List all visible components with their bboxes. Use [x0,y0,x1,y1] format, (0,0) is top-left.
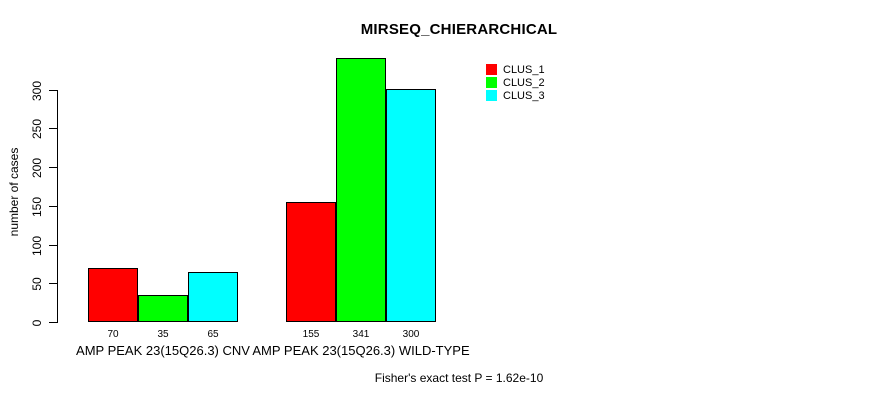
y-tick-mark [49,245,57,246]
legend-swatch-clus-1-icon [486,64,497,75]
y-tick-mark [49,128,57,129]
legend-label-clus-1: CLUS_1 [503,63,545,76]
y-tick-mark [49,90,57,91]
legend-swatch-clus-3-icon [486,90,497,101]
y-tick-mark [49,167,57,168]
y-tick-mark [49,283,57,284]
y-tick-label: 200 [30,157,44,178]
legend-item-clus-2: CLUS_2 [486,76,545,89]
bar-clus_3-group-1 [188,272,238,322]
legend-label-clus-3: CLUS_3 [503,89,545,102]
legend: CLUS_1 CLUS_2 CLUS_3 [486,63,545,102]
x-group-label: AMP PEAK 23(15Q26.3) CNV [76,343,250,358]
footer-note: Fisher's exact test P = 1.62e-10 [374,371,544,385]
bar-value-label: 341 [352,329,370,340]
bar-clus_2-group-2 [336,58,386,322]
bar-value-label: 70 [107,329,119,340]
y-axis-line [57,90,58,323]
y-tick-mark [49,322,57,323]
y-tick-mark [49,206,57,207]
y-tick-label: 250 [30,118,44,139]
bar-clus_2-group-1 [138,295,188,322]
y-tick-label: 300 [30,80,44,101]
bar-value-label: 65 [207,329,219,340]
y-tick-label: 0 [30,319,44,326]
legend-label-clus-2: CLUS_2 [503,76,545,89]
legend-item-clus-1: CLUS_1 [486,63,545,76]
x-group-label: AMP PEAK 23(15Q26.3) WILD-TYPE [252,343,470,358]
bar-clus_1-group-1 [88,268,138,322]
y-tick-label: 50 [30,276,44,291]
y-tick-label: 150 [30,196,44,217]
bar-value-label: 35 [157,329,169,340]
chart-title: MIRSEQ_CHIERARCHICAL [360,21,558,38]
bar-value-label: 300 [402,329,420,340]
legend-swatch-clus-2-icon [486,77,497,88]
y-tick-label: 100 [30,235,44,256]
bar-value-label: 155 [302,329,320,340]
legend-item-clus-3: CLUS_3 [486,89,545,102]
bar-clus_3-group-2 [386,89,436,322]
bar-clus_1-group-2 [286,202,336,322]
y-axis-label: number of cases [7,147,21,237]
